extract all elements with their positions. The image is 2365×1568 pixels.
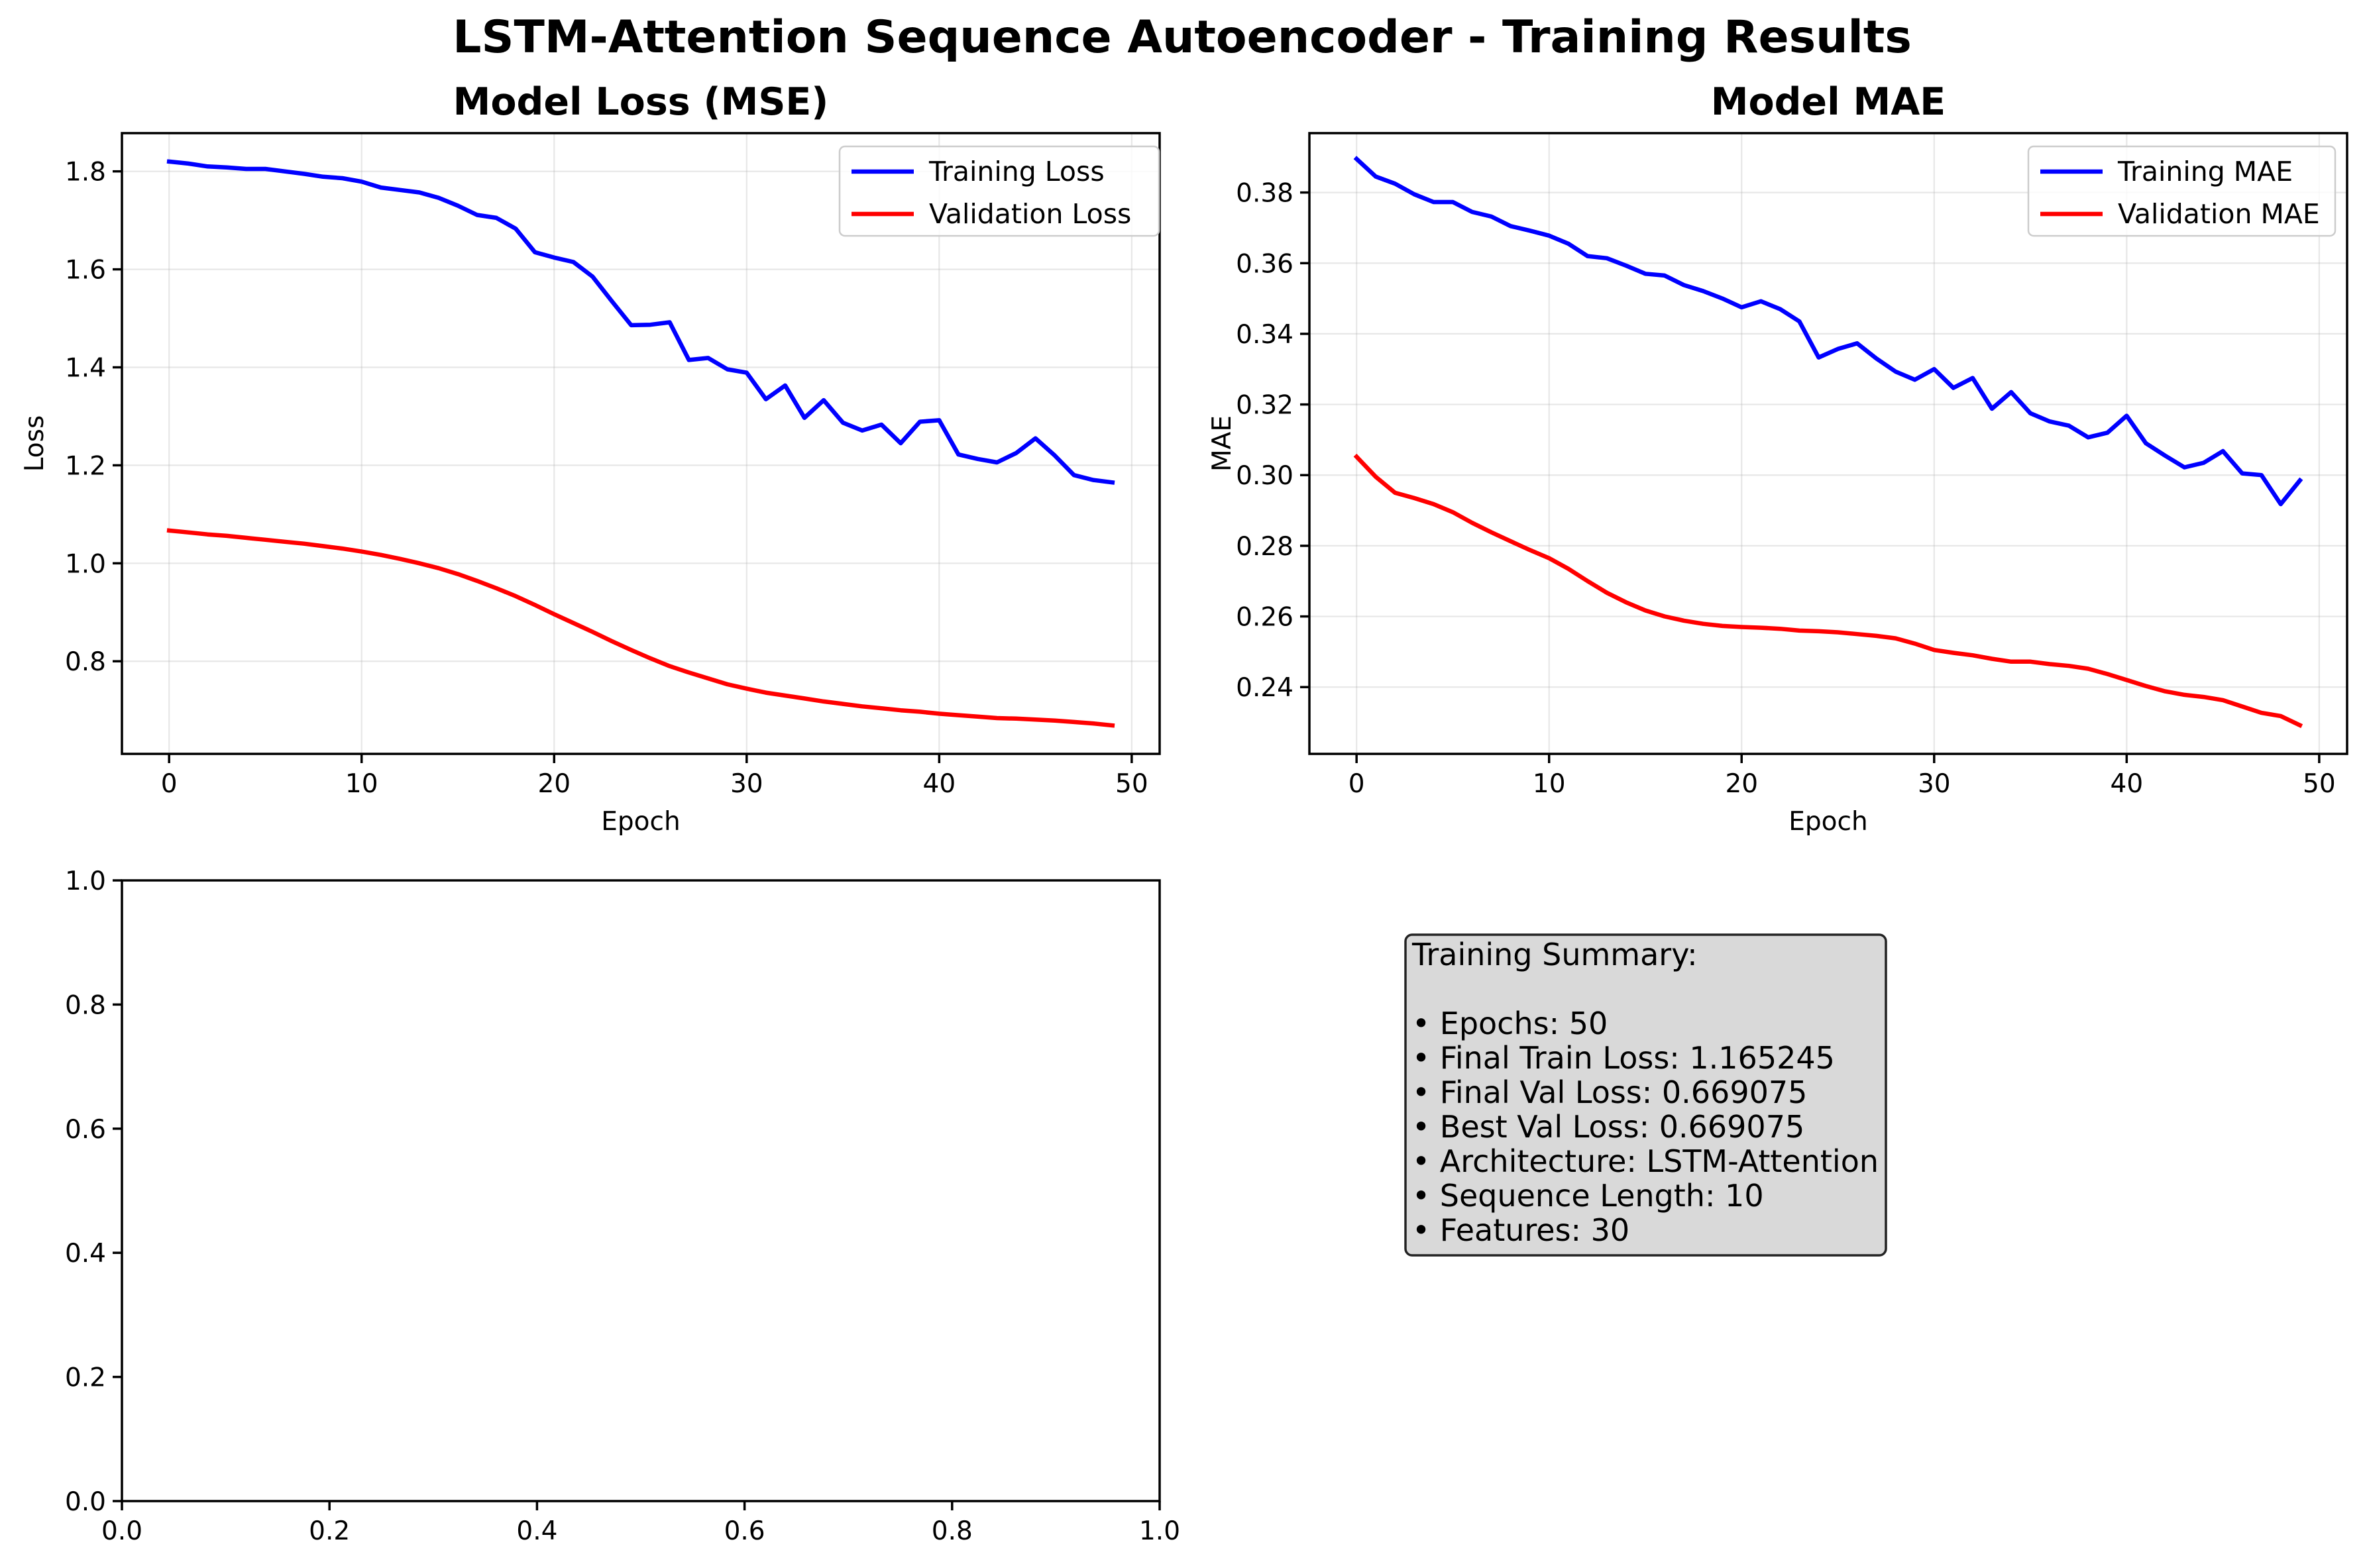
series-line-training-loss	[166, 159, 1115, 485]
y-tick-label: 1.4	[65, 354, 106, 384]
x-tick-label: 20	[537, 769, 571, 799]
y-axis-label: MAE	[1207, 415, 1237, 472]
summary-line-best-val-loss: • Best Val Loss: 0.669075	[1412, 1109, 1804, 1145]
y-tick-label: 0.28	[1236, 532, 1293, 562]
empty-chart: 0.0 0.2 0.4 0.6 0.8 1.0 0.0 0.2 0.4 0.6 0.8 1.0	[65, 866, 1180, 1546]
x-tick-label: 20	[1725, 769, 1758, 799]
y-tick-label: 0.26	[1236, 603, 1293, 633]
x-axis-label: Epoch	[601, 807, 680, 837]
y-tick-label: 1.2	[65, 451, 106, 481]
series-line-validation-mae	[1353, 453, 2303, 729]
y-tick-label: 0.6	[65, 1115, 106, 1145]
summary-line-final-val-loss: • Final Val Loss: 0.669075	[1412, 1074, 1807, 1110]
x-tick-label: 10	[1533, 769, 1566, 799]
legend: Training Loss Validation Loss	[838, 145, 1160, 237]
x-tick-label: 0.0	[101, 1516, 142, 1546]
summary-line-epochs: • Epochs: 50	[1412, 1006, 1608, 1041]
y-tick-label: 1.0	[65, 549, 106, 579]
x-tick-label: 0	[161, 769, 178, 799]
x-tick-label: 40	[923, 769, 956, 799]
x-tick-label: 0.4	[516, 1516, 557, 1546]
x-tick-label: 50	[2303, 769, 2336, 799]
x-tick-label: 50	[1115, 769, 1148, 799]
summary-box-background	[1404, 933, 1887, 1257]
y-tick-label: 1.6	[65, 256, 106, 286]
x-tick-label: 30	[1918, 769, 1951, 799]
y-axis-label: Loss	[20, 415, 50, 472]
y-tick-label: 0.30	[1236, 461, 1293, 491]
summary-line-architecture: • Architecture: LSTM-Attention	[1412, 1143, 1879, 1179]
y-tick-label: 0.0	[65, 1487, 106, 1517]
y-tick-label: 0.24	[1236, 673, 1293, 703]
y-tick-label: 0.34	[1236, 320, 1293, 350]
legend-box	[838, 145, 1160, 237]
x-tick-label: 0.8	[932, 1516, 973, 1546]
x-tick-label: 10	[345, 769, 378, 799]
y-tick-label: 0.8	[65, 990, 106, 1020]
x-tick-label: 0	[1348, 769, 1365, 799]
chart-title: Model Loss (MSE)	[453, 80, 829, 124]
grid-lines	[122, 133, 1160, 754]
series-line-validation-loss	[166, 528, 1115, 728]
y-tick-label: 0.38	[1236, 179, 1293, 209]
x-tick-label: 40	[2111, 769, 2144, 799]
legend-label-validation-loss: Validation Loss	[929, 198, 1131, 230]
loss-chart: 0 10 20 30 40 50 0.8 1.0 1.2 1.4 1.6 1.8 Model Loss …	[20, 80, 1161, 837]
axes-frame	[121, 879, 1161, 1502]
summary-line-features: • Features: 30	[1412, 1212, 1629, 1248]
x-tick-label: 0.6	[724, 1516, 765, 1546]
summary-line-sequence-length: • Sequence Length: 10	[1412, 1178, 1764, 1214]
legend: Training MAE Validation MAE	[2027, 145, 2337, 237]
axes-frame	[121, 132, 1161, 755]
y-tick-label: 0.8	[65, 647, 106, 677]
legend-box	[2027, 145, 2337, 237]
axes-frame	[1308, 132, 2348, 755]
y-tick-label: 0.32	[1236, 391, 1293, 421]
figure-title: LSTM-Attention Sequence Autoencoder - Tr…	[453, 11, 1912, 64]
legend-label-training-loss: Training Loss	[928, 156, 1105, 187]
y-tick-label: 0.2	[65, 1363, 106, 1393]
chart-title: Model MAE	[1711, 80, 1946, 124]
legend-label-training-mae: Training MAE	[2117, 156, 2293, 187]
y-tick-label: 0.36	[1236, 249, 1293, 279]
legend-label-validation-mae: Validation MAE	[2118, 198, 2320, 230]
x-tick-label: 1.0	[1139, 1516, 1180, 1546]
x-tick-label: 30	[730, 769, 763, 799]
summary-title: Training Summary:	[1411, 937, 1698, 972]
x-axis-label: Epoch	[1788, 807, 1867, 837]
training-summary-box: Training Summary: • Epochs: 50 • Final T…	[1404, 933, 1887, 1257]
x-tick-label: 0.2	[309, 1516, 350, 1546]
mae-chart: 0 10 20 30 40 50 0.24 0.26 0.28 0.30 0.32 0.34 0.36 0…	[1207, 80, 2348, 837]
series-line-training-mae	[1353, 156, 2303, 507]
y-tick-label: 0.4	[65, 1239, 106, 1269]
y-tick-label: 1.8	[65, 158, 106, 187]
summary-line-final-train-loss: • Final Train Loss: 1.165245	[1412, 1040, 1835, 1076]
y-tick-label: 1.0	[65, 866, 106, 896]
